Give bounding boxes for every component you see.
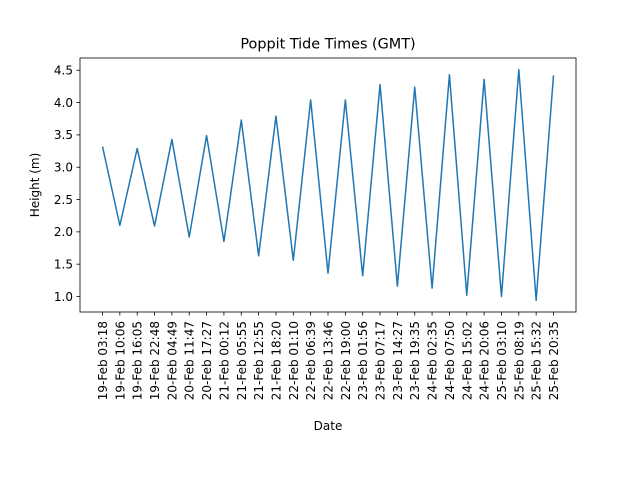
y-tick-label: 2.0 <box>54 225 73 239</box>
x-tick-label: 20-Feb 11:47 <box>183 321 197 400</box>
x-tick-label: 21-Feb 05:55 <box>235 321 249 400</box>
y-tick-label: 1.5 <box>54 257 73 271</box>
y-axis-label: Height (m) <box>28 153 42 218</box>
x-tick-label: 25-Feb 20:35 <box>547 321 561 400</box>
x-tick-label: 22-Feb 13:46 <box>322 321 336 400</box>
x-tick-label: 24-Feb 07:50 <box>443 321 457 400</box>
x-tick-label: 19-Feb 10:06 <box>113 321 127 400</box>
x-axis-ticks: 19-Feb 03:18 19-Feb 10:06 19-Feb 16:05 19-F… <box>96 312 561 400</box>
x-tick-label: 23-Feb 01:56 <box>356 321 370 400</box>
x-tick-label: 19-Feb 03:18 <box>96 321 110 400</box>
y-tick-label: 2.5 <box>54 193 73 207</box>
y-tick-label: 4.5 <box>54 64 73 78</box>
series-group <box>101 68 555 302</box>
x-tick-label: 20-Feb 04:49 <box>165 321 179 400</box>
chart-title: Poppit Tide Times (GMT) <box>240 37 415 53</box>
x-tick-label: 23-Feb 07:17 <box>374 321 388 400</box>
series-line <box>101 68 555 302</box>
x-tick-label: 21-Feb 12:55 <box>252 321 266 400</box>
y-tick-label: 4.0 <box>54 96 73 110</box>
x-tick-label: 25-Feb 03:10 <box>495 321 509 400</box>
x-tick-label: 25-Feb 08:19 <box>512 321 526 400</box>
x-tick-label: 24-Feb 02:35 <box>426 321 440 400</box>
y-tick-label: 3.5 <box>54 128 73 142</box>
x-tick-label: 21-Feb 18:20 <box>269 321 283 400</box>
x-tick-label: 21-Feb 00:12 <box>217 321 231 400</box>
x-tick-label: 19-Feb 22:48 <box>148 321 162 400</box>
x-tick-label: 22-Feb 19:00 <box>339 321 353 400</box>
y-axis-ticks: 1.0 1.5 2.0 2.5 3.0 3.5 4.0 4.5 <box>54 64 80 304</box>
x-tick-label: 23-Feb 19:35 <box>408 321 422 400</box>
y-tick-label: 1.0 <box>54 290 73 304</box>
x-tick-label: 20-Feb 17:27 <box>200 321 214 400</box>
x-tick-label: 25-Feb 15:32 <box>530 321 544 400</box>
y-tick-label: 3.0 <box>54 161 73 175</box>
x-tick-label: 19-Feb 16:05 <box>131 321 145 400</box>
x-tick-label: 24-Feb 15:02 <box>460 321 474 400</box>
x-axis-label: Date <box>314 419 343 433</box>
x-tick-label: 22-Feb 06:39 <box>304 321 318 400</box>
x-tick-label: 24-Feb 20:06 <box>478 321 492 400</box>
x-tick-label: 23-Feb 14:27 <box>391 321 405 400</box>
plot-frame <box>79 57 577 313</box>
x-tick-label: 22-Feb 01:10 <box>287 321 301 400</box>
